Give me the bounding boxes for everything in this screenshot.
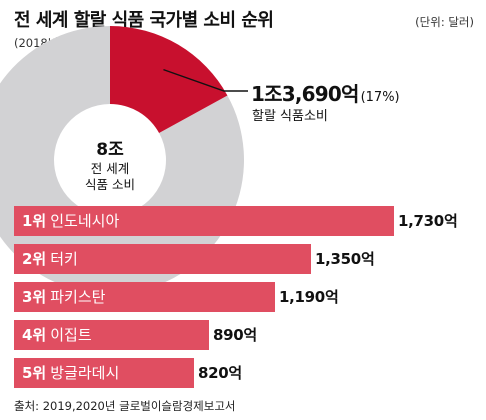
bar-value-label: 890억 [213,326,257,344]
donut-center-line2: 식품 소비 [85,176,135,192]
bar-value-label: 1,350억 [315,250,375,268]
donut-center-label: 8조 전 세계 식품 소비 [60,140,160,193]
bar-country-label: 파키스탄 [50,288,106,306]
bar-country-label: 인도네시아 [50,212,120,230]
callout-leader-line [163,68,248,92]
chart-title: 전 세계 할랄 식품 국가별 소비 순위 [14,10,274,31]
bar-value-label: 820억 [198,364,242,382]
source-note: 출처: 2019,2020년 글로벌이슬람경제보고서 [14,399,236,413]
bar-rank-label: 1위 [22,212,47,230]
bar: 4위 이집트 [14,320,209,350]
unit-note: (단위: 달러) [415,15,474,29]
bar-value-label: 1,190억 [279,288,339,306]
bar-country-label: 이집트 [50,326,92,344]
bar-country-label: 방글라데시 [50,364,120,382]
bar: 2위 터키 [14,244,311,274]
halal-label: 할랄 식품소비 [252,109,328,124]
bar-value-label: 1,730억 [398,212,458,230]
bar-rank-label: 2위 [22,250,47,268]
bar-rank-label: 5위 [22,364,47,382]
bar-rank-label: 3위 [22,288,47,306]
halal-percent: (17%) [360,90,400,105]
donut-slice-halal [110,26,228,134]
halal-value-callout: 1조3,690억 (17%) [251,78,400,107]
bar-rank-label: 4위 [22,326,47,344]
bar: 5위 방글라데시 [14,358,194,388]
donut-center-value: 8조 [96,140,124,160]
bar-country-label: 터키 [50,250,78,268]
halal-value: 1조3,690억 [251,82,359,106]
donut-center-line1: 전 세계 [90,161,130,177]
bar: 1위 인도네시아 [14,206,394,236]
bar: 3위 파키스탄 [14,282,275,312]
